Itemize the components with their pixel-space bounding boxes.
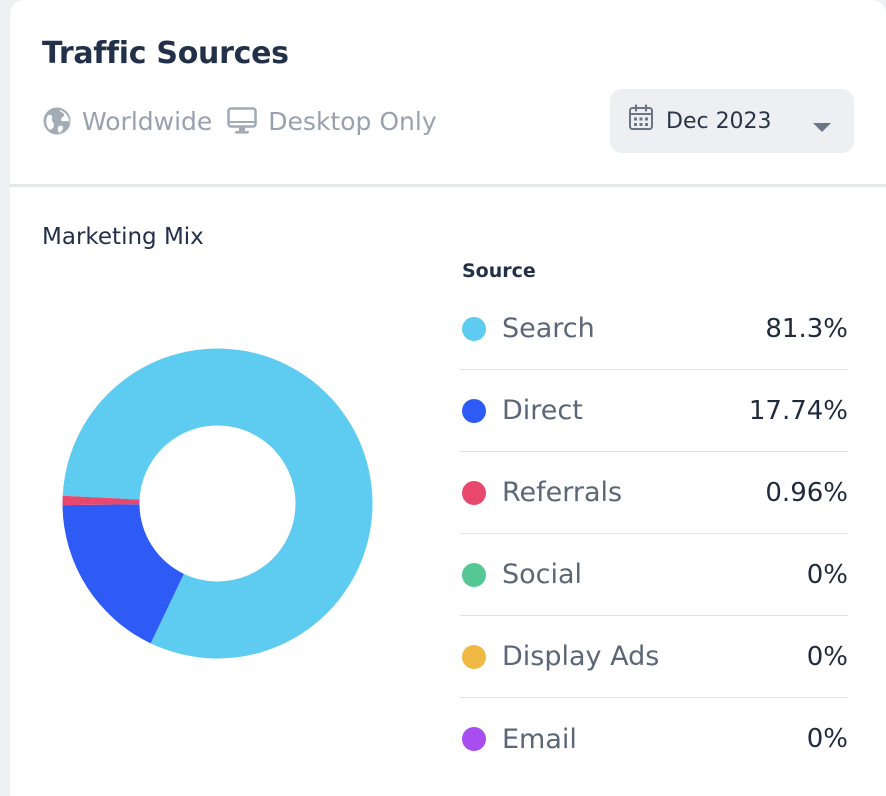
legend-row-social[interactable]: Social 0%	[460, 534, 848, 616]
legend-row-referrals[interactable]: Referrals 0.96%	[460, 452, 848, 534]
legend-dot-email	[462, 727, 486, 751]
chevron-down-icon	[812, 115, 832, 140]
legend-dot-direct	[462, 398, 486, 423]
legend-row-direct[interactable]: Direct 17.74%	[460, 370, 848, 452]
legend-value-social: 0%	[806, 559, 848, 590]
donut-slice-direct[interactable]	[62, 504, 184, 644]
monitor-icon	[226, 106, 258, 136]
marketing-mix-donut-chart	[62, 348, 373, 659]
source-legend: Search 81.3% Direct 17.74% Referrals 0.96% Soc…	[460, 288, 848, 780]
legend-label-direct: Direct	[502, 395, 583, 426]
calendar-icon	[628, 104, 654, 138]
header-divider	[10, 184, 886, 187]
legend-label-search: Search	[502, 313, 595, 344]
legend-dot-social	[462, 562, 486, 587]
date-picker-value: Dec 2023	[666, 108, 772, 134]
donut-slice-search[interactable]	[62, 348, 373, 659]
legend-label-email: Email	[502, 723, 577, 755]
legend-label-display-ads: Display Ads	[502, 641, 660, 672]
legend-dot-display-ads	[462, 644, 486, 669]
device-label: Desktop Only	[268, 106, 437, 136]
traffic-sources-card: Traffic Sources Worldwide	[10, 0, 886, 796]
legend-dot-referrals	[462, 480, 486, 505]
legend-value-email: 0%	[806, 724, 848, 754]
legend-value-search: 81.3%	[765, 313, 848, 344]
donut-slice-referrals[interactable]	[62, 495, 140, 506]
legend-row-search[interactable]: Search 81.3%	[460, 288, 848, 370]
filters-meta: Worldwide Desktop Only	[42, 103, 437, 139]
card-title: Traffic Sources	[42, 36, 289, 71]
legend-row-email[interactable]: Email 0%	[460, 698, 848, 780]
legend-heading: Source	[462, 260, 536, 282]
legend-value-direct: 17.74%	[748, 395, 848, 426]
date-picker-button[interactable]: Dec 2023	[610, 89, 854, 153]
legend-label-referrals: Referrals	[502, 477, 623, 508]
region-filter: Worldwide	[42, 106, 212, 136]
legend-value-display-ads: 0%	[806, 641, 848, 672]
legend-label-social: Social	[502, 559, 583, 590]
legend-dot-search	[462, 316, 486, 341]
section-title: Marketing Mix	[42, 224, 204, 250]
globe-icon	[42, 106, 72, 136]
device-filter: Desktop Only	[226, 106, 437, 136]
legend-value-referrals: 0.96%	[765, 477, 848, 508]
region-label: Worldwide	[82, 106, 213, 136]
legend-row-display-ads[interactable]: Display Ads 0%	[460, 616, 848, 698]
